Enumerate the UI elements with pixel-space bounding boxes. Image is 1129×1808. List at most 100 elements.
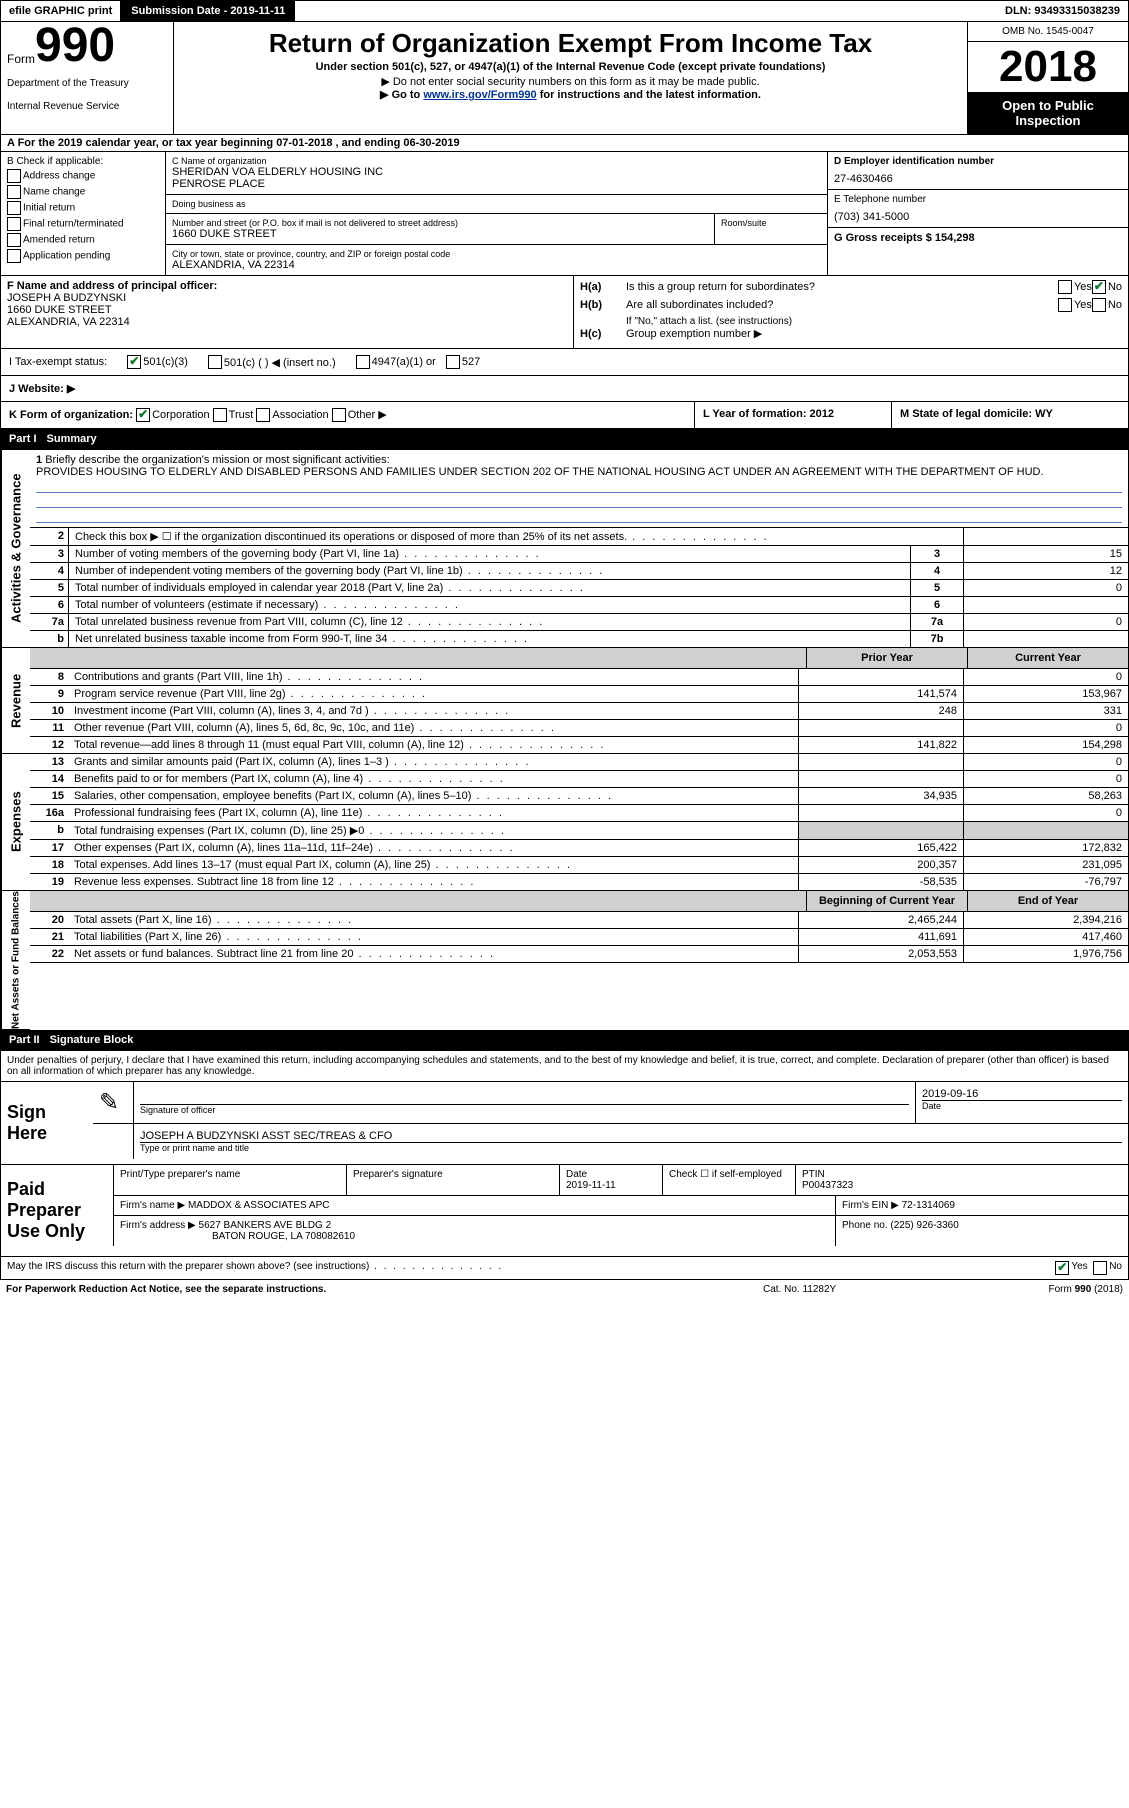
hc-text: Group exemption number ▶ [626, 327, 1122, 340]
final-return-checkbox[interactable] [7, 217, 21, 231]
initial-return-checkbox[interactable] [7, 201, 21, 215]
table-row: 11Other revenue (Part VIII, column (A), … [30, 720, 1129, 737]
firm-name: MADDOX & ASSOCIATES APC [188, 1200, 330, 1211]
k-label: K Form of organization: [9, 409, 133, 421]
discuss-no-checkbox[interactable] [1093, 1261, 1107, 1275]
name-change-checkbox[interactable] [7, 185, 21, 199]
phone-value: (703) 341-5000 [834, 211, 1122, 223]
other-checkbox[interactable] [332, 408, 346, 422]
table-row: 18Total expenses. Add lines 13–17 (must … [30, 857, 1129, 874]
trust-checkbox[interactable] [213, 408, 227, 422]
city-label: City or town, state or province, country… [172, 249, 821, 259]
hb-text: Are all subordinates included? [626, 299, 1058, 311]
part1-title: Summary [47, 433, 97, 445]
officer-label: F Name and address of principal officer: [7, 280, 217, 292]
form-word: Form [7, 52, 35, 66]
sig-officer-label: Signature of officer [140, 1105, 909, 1115]
side-revenue: Revenue [1, 648, 30, 754]
side-expenses: Expenses [1, 754, 30, 891]
omb-number: OMB No. 1545-0047 [968, 22, 1128, 42]
line1-text: PROVIDES HOUSING TO ELDERLY AND DISABLED… [36, 466, 1044, 478]
side-activities-governance: Activities & Governance [1, 450, 30, 648]
line1-label: Briefly describe the organization's miss… [45, 454, 389, 466]
4947-checkbox[interactable] [356, 355, 370, 369]
col-headers-net: Beginning of Current Year End of Year [30, 891, 1129, 912]
table-row: bTotal fundraising expenses (Part IX, co… [30, 822, 1129, 840]
row-j-website: J Website: ▶ [0, 376, 1129, 402]
preparer-name-label: Print/Type preparer's name [113, 1165, 346, 1195]
dba-label: Doing business as [172, 199, 821, 209]
form990-link[interactable]: www.irs.gov/Form990 [423, 89, 536, 101]
table-row: 5Total number of individuals employed in… [30, 580, 1129, 597]
open-public-1: Open to Public [972, 98, 1124, 113]
form-number: 990 [35, 26, 115, 66]
ein-label: D Employer identification number [834, 156, 1122, 167]
sig-date: 2019-09-16 [922, 1088, 1122, 1100]
address-change-checkbox[interactable] [7, 169, 21, 183]
hb-note: If "No," attach a list. (see instruction… [580, 316, 1122, 327]
gross-receipts: G Gross receipts $ 154,298 [834, 232, 975, 244]
dln-text: DLN: 93493315038239 [997, 1, 1128, 21]
form-title: Return of Organization Exempt From Incom… [180, 28, 961, 59]
street-label: Number and street (or P.O. box if mail i… [172, 218, 708, 228]
submission-date-button[interactable]: Submission Date - 2019-11-11 [121, 1, 295, 21]
ha-no-checkbox[interactable] [1092, 280, 1106, 294]
part2-title: Signature Block [50, 1034, 134, 1046]
hb-yes-checkbox[interactable] [1058, 298, 1072, 312]
efile-button[interactable]: efile GRAPHIC print [1, 1, 121, 21]
corporation-checkbox[interactable] [136, 408, 150, 422]
street-address: 1660 DUKE STREET [172, 228, 708, 240]
row-a-tax-year: A For the 2019 calendar year, or tax yea… [0, 135, 1129, 152]
table-row: bNet unrelated business taxable income f… [30, 631, 1129, 648]
column-d-e-g: D Employer identification number 27-4630… [827, 152, 1128, 275]
form-subtitle: Under section 501(c), 527, or 4947(a)(1)… [180, 61, 961, 73]
501c3-checkbox[interactable] [127, 355, 141, 369]
city-value: ALEXANDRIA, VA 22314 [172, 259, 821, 271]
ptin-value: P00437323 [802, 1180, 853, 1191]
amended-return-checkbox[interactable] [7, 233, 21, 247]
discuss-yes-checkbox[interactable] [1055, 1261, 1069, 1275]
table-row: 4Number of independent voting members of… [30, 563, 1129, 580]
firm-addr2: BATON ROUGE, LA 708082610 [212, 1231, 355, 1242]
ptin-label: PTIN [802, 1169, 825, 1180]
column-f-officer: F Name and address of principal officer:… [1, 276, 574, 348]
tax-status-label: I Tax-exempt status: [9, 356, 107, 368]
row-l-year: L Year of formation: 2012 [695, 402, 892, 428]
table-row: 10Investment income (Part VIII, column (… [30, 703, 1129, 720]
ha-yes-checkbox[interactable] [1058, 280, 1072, 294]
table-row: 16aProfessional fundraising fees (Part I… [30, 805, 1129, 822]
table-row: 3Number of voting members of the governi… [30, 546, 1129, 563]
cat-no: Cat. No. 11282Y [763, 1284, 963, 1295]
firm-addr-label: Firm's address ▶ [120, 1220, 196, 1231]
page-footer: For Paperwork Reduction Act Notice, see … [0, 1280, 1129, 1299]
tax-year: 2018 [968, 42, 1128, 92]
sig-name: JOSEPH A BUDZYNSKI ASST SEC/TREAS & CFO [140, 1130, 1122, 1143]
application-pending-checkbox[interactable] [7, 249, 21, 263]
line1-num: 1 [36, 454, 42, 466]
column-h-group: H(a) Is this a group return for subordin… [574, 276, 1128, 348]
row-k-form-org: K Form of organization: Corporation Trus… [1, 402, 695, 428]
line-1-mission: 1 Briefly describe the organization's mi… [30, 450, 1129, 528]
paperwork-notice: For Paperwork Reduction Act Notice, see … [6, 1284, 763, 1295]
prior-year-header: Prior Year [807, 648, 968, 668]
irs-discuss-row: May the IRS discuss this return with the… [0, 1257, 1129, 1280]
ha-label: H(a) [580, 281, 626, 293]
firm-name-label: Firm's name ▶ [120, 1200, 185, 1211]
column-b-checkboxes: B Check if applicable: Address change Na… [1, 152, 166, 275]
form-header: Form 990 Department of the Treasury Inte… [0, 22, 1129, 135]
phone-label: E Telephone number [834, 194, 1122, 205]
goto-prefix: ▶ Go to [380, 89, 423, 101]
table-row: 12Total revenue—add lines 8 through 11 (… [30, 737, 1129, 754]
association-checkbox[interactable] [256, 408, 270, 422]
hb-no-checkbox[interactable] [1092, 298, 1106, 312]
signature-declaration: Under penalties of perjury, I declare th… [0, 1051, 1129, 1082]
end-year-header: End of Year [968, 891, 1129, 911]
sig-date-label: Date [922, 1100, 1122, 1111]
527-checkbox[interactable] [446, 355, 460, 369]
501c-checkbox[interactable] [208, 355, 222, 369]
ssn-warning: ▶ Do not enter social security numbers o… [180, 75, 961, 88]
dept-treasury: Department of the Treasury [7, 78, 167, 89]
hc-label: H(c) [580, 328, 626, 340]
part2-num: Part II [9, 1034, 40, 1046]
paid-preparer-block: Paid Preparer Use Only Print/Type prepar… [0, 1165, 1129, 1257]
